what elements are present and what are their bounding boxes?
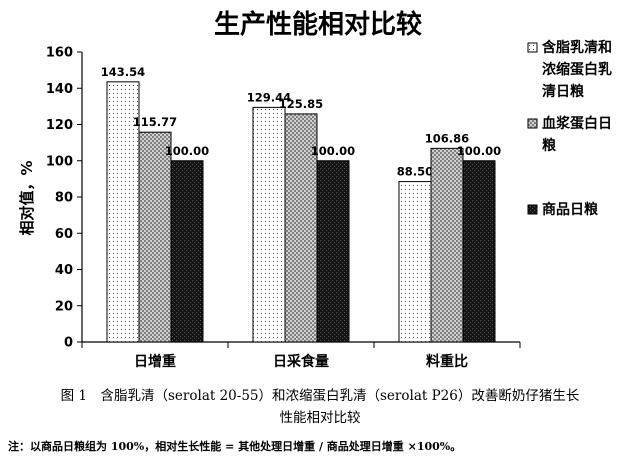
y-tick-label: 20	[55, 299, 73, 314]
legend-label: 血浆蛋白日	[542, 115, 612, 132]
y-tick-label: 60	[55, 227, 73, 242]
legend-swatch	[527, 42, 538, 53]
data-label: 115.77	[133, 115, 177, 129]
data-label: 106.86	[425, 131, 469, 145]
y-tick-label: 140	[46, 82, 73, 97]
plot-area: 0 20 40 60 80 100 120 140 160 日增重 143.54 115.77 100.…	[46, 46, 521, 370]
legend-label: 含脂乳清和	[542, 39, 612, 56]
data-label: 100.00	[165, 144, 209, 158]
data-label: 100.00	[457, 144, 501, 158]
legend-swatch	[527, 204, 538, 215]
bar	[138, 131, 172, 343]
bar	[430, 147, 464, 343]
chart-title: 生产性能相对比较	[214, 9, 422, 40]
data-label: 88.50	[397, 165, 433, 179]
y-tick-label: 160	[46, 46, 73, 61]
y-tick-label: 0	[64, 336, 73, 351]
y-axis-label: 相对值，%	[18, 160, 36, 235]
legend-label: 清日粮	[542, 83, 585, 100]
figure-caption-line-1: 图 1 含脂乳清（serolat 20-55）和浓缩蛋白乳清（serolat P…	[60, 388, 580, 404]
bar	[398, 181, 432, 343]
bar	[170, 160, 204, 343]
bar	[462, 160, 496, 343]
y-tick-label: 100	[46, 154, 73, 169]
bar	[252, 106, 286, 343]
y-tick-label: 80	[55, 191, 73, 206]
y-tick-label: 120	[46, 118, 73, 133]
figure-caption-line-2: 性能相对比较	[279, 410, 361, 426]
x-category-label: 日采食量	[273, 353, 329, 370]
legend-label: 浓缩蛋白乳	[542, 61, 612, 78]
legend-label: 粮	[542, 137, 557, 154]
x-category-label: 日增重	[134, 353, 176, 370]
bar-chart: 生产性能相对比较 相对值，% 0 20 40 60 80 100 120 140 160 日增重 1…	[18, 9, 612, 370]
data-label: 100.00	[311, 144, 355, 158]
y-tick-label: 40	[55, 263, 73, 278]
data-label: 125.85	[279, 97, 323, 111]
data-label: 143.54	[101, 65, 145, 79]
data-label: 129.44	[247, 90, 291, 104]
x-category-label: 料重比	[426, 353, 468, 370]
legend-label: 商品日粮	[542, 201, 599, 218]
bar	[106, 81, 140, 343]
bar	[316, 160, 350, 343]
legend-swatch	[527, 118, 538, 129]
footnote: 注：以商品日粮组为 100%，相对生长性能 = 其他处理日增重 / 商品处理日增…	[8, 440, 462, 453]
